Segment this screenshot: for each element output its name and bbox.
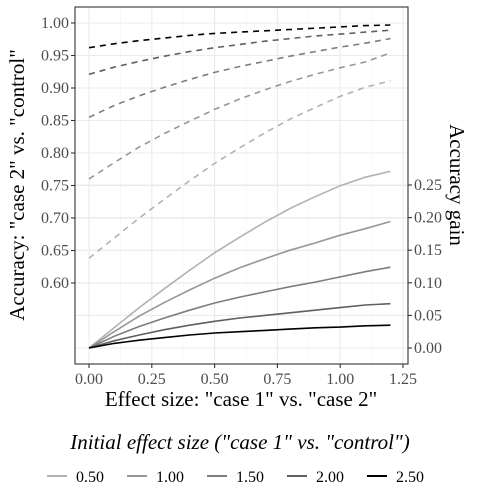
gain-line-2.50 (88, 324, 391, 349)
y-left-tick-label: 0.95 (41, 48, 69, 65)
y-left-tick-label: 0.90 (41, 80, 69, 97)
accuracy-line-1.50 (88, 37, 391, 119)
y-axis-left-title: Accuracy: "case 2" vs. "control" (5, 49, 29, 321)
accuracy-line-1.00 (88, 52, 391, 180)
legend-item-2.50: 2.50 (367, 469, 424, 486)
legend-item-2.00: 2.00 (287, 469, 344, 486)
x-tick-label: 0.50 (201, 371, 229, 388)
legend-title: Initial effect size ("case 1" vs. "contr… (69, 430, 410, 454)
gain-line-1.00 (88, 220, 391, 349)
y-right-tick-label: 0.20 (414, 210, 442, 227)
gain-line-0.50 (88, 170, 391, 349)
y-right-tick-label: 0.25 (414, 177, 442, 194)
y-axis-right-title: Accuracy gain (445, 124, 469, 246)
x-tick-label: 1.25 (389, 371, 417, 388)
gain-line-2.00 (88, 302, 391, 349)
x-tick-label: 0.00 (75, 371, 103, 388)
y-right-tick-label: 0.00 (414, 340, 442, 357)
series-lines (88, 24, 391, 349)
y-left-tick-label: 0.60 (41, 275, 69, 292)
x-tick-label: 1.00 (326, 371, 354, 388)
legend-label: 1.00 (156, 469, 184, 486)
y-right-tick-label: 0.10 (414, 275, 442, 292)
y-left-tick-label: 0.80 (41, 145, 69, 162)
legend-label: 0.50 (76, 469, 104, 486)
grid-lines (75, 7, 408, 364)
accuracy-line-2.00 (88, 29, 391, 76)
y-left-tick-label: 0.70 (41, 210, 69, 227)
legend-label: 2.50 (396, 469, 424, 486)
x-tick-label: 0.75 (263, 371, 291, 388)
legend-item-1.50: 1.50 (207, 469, 264, 486)
axes: 0.00 0.25 0.50 0.75 1.00 1.25 0.60 0.65 0.70 0.75… (41, 6, 442, 388)
legend: 0.50 1.00 1.50 2.00 2.50 (47, 469, 424, 486)
y-left-tick-label: 0.75 (41, 178, 69, 195)
legend-label: 2.00 (316, 469, 344, 486)
accuracy-line-0.50 (88, 80, 391, 259)
legend-label: 1.50 (236, 469, 264, 486)
gain-line-1.50 (88, 266, 391, 349)
y-left-tick-label: 0.85 (41, 113, 69, 130)
x-axis-title: Effect size: "case 1" vs. "case 2" (105, 387, 377, 411)
legend-item-1.00: 1.00 (127, 469, 184, 486)
y-left-tick-label: 0.65 (41, 243, 69, 260)
y-right-tick-label: 0.15 (414, 242, 442, 259)
y-left-tick-label: 1.00 (41, 15, 69, 32)
legend-item-0.50: 0.50 (47, 469, 104, 486)
x-tick-label: 0.25 (138, 371, 166, 388)
y-right-tick-label: 0.05 (414, 307, 442, 324)
